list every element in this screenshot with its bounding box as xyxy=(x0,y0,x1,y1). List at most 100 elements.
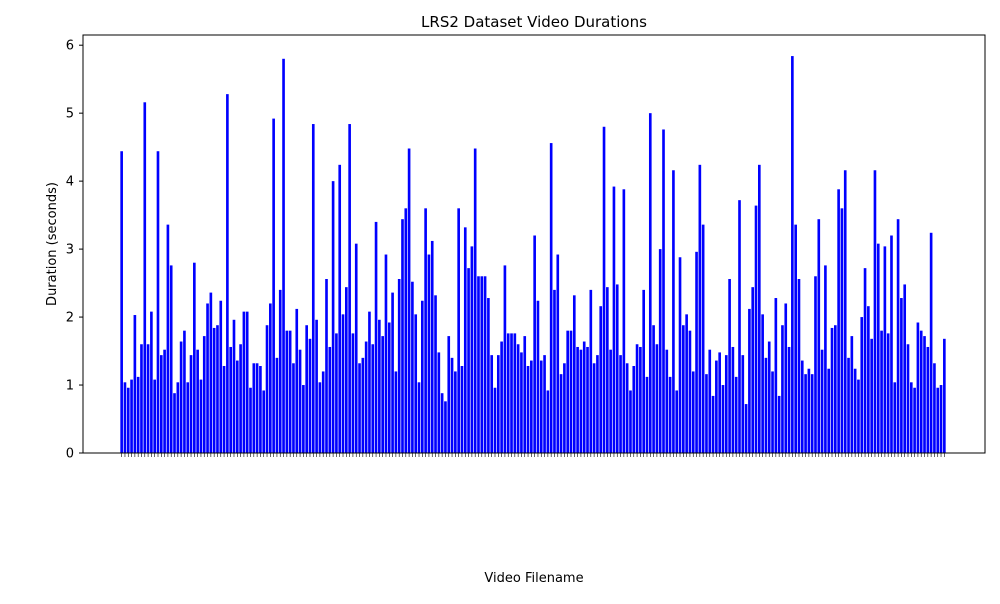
bar xyxy=(249,387,252,453)
bar xyxy=(401,219,404,453)
bar xyxy=(153,379,157,453)
bar xyxy=(639,346,642,453)
bar xyxy=(189,355,193,453)
bar xyxy=(708,349,712,453)
bar xyxy=(665,349,669,453)
bar xyxy=(622,189,626,454)
bar xyxy=(771,371,774,453)
bar xyxy=(764,357,768,453)
bar xyxy=(308,338,312,453)
bar xyxy=(738,200,741,453)
bar xyxy=(751,287,755,453)
bar xyxy=(896,219,900,453)
bar xyxy=(166,224,170,453)
bar xyxy=(493,387,497,453)
bar xyxy=(711,395,715,453)
bar xyxy=(252,363,256,453)
bar xyxy=(361,357,365,453)
bar xyxy=(582,341,586,453)
bar xyxy=(285,330,289,453)
bar xyxy=(632,366,636,453)
bar xyxy=(559,374,563,453)
bar-group xyxy=(120,56,946,454)
bar xyxy=(179,341,183,453)
bar xyxy=(411,281,414,453)
bar xyxy=(939,385,943,453)
bar xyxy=(348,124,351,453)
bar xyxy=(368,311,371,453)
bar xyxy=(758,164,761,453)
bar xyxy=(226,94,229,453)
bar xyxy=(688,330,692,453)
bar xyxy=(434,295,437,453)
bar xyxy=(318,382,322,453)
bar xyxy=(791,56,794,453)
bar xyxy=(444,401,447,453)
bar xyxy=(440,393,444,453)
bar xyxy=(652,325,655,453)
bar xyxy=(691,371,695,453)
bar xyxy=(833,325,837,453)
bar xyxy=(890,235,893,453)
bar xyxy=(496,355,500,453)
bar xyxy=(731,346,735,453)
y-tick-label: 5 xyxy=(66,107,74,122)
bar xyxy=(229,346,232,453)
bar xyxy=(629,390,632,453)
bar xyxy=(216,325,219,453)
bar xyxy=(506,333,510,453)
bar xyxy=(837,189,840,454)
bar xyxy=(546,390,550,453)
bar xyxy=(510,333,513,453)
bar xyxy=(718,352,721,453)
bar xyxy=(576,346,579,453)
bar xyxy=(136,376,140,453)
bar xyxy=(126,387,130,453)
bar xyxy=(457,208,460,453)
bar xyxy=(219,300,223,453)
bar xyxy=(463,227,467,453)
bar xyxy=(239,344,242,453)
y-axis: 0 1 2 3 4 5 6 xyxy=(66,39,83,462)
bar xyxy=(328,346,332,453)
bar xyxy=(705,374,708,453)
bar xyxy=(404,208,408,453)
bar xyxy=(645,376,649,453)
bar xyxy=(245,311,249,453)
bar xyxy=(873,170,877,453)
bar xyxy=(430,240,434,453)
bar xyxy=(202,336,206,453)
bar xyxy=(797,279,801,453)
bar xyxy=(781,325,784,453)
bar xyxy=(625,363,629,453)
bar xyxy=(345,287,348,453)
bar xyxy=(173,393,176,453)
bar xyxy=(325,279,328,453)
bar xyxy=(500,341,503,453)
y-axis-label: Duration (seconds) xyxy=(45,182,60,306)
bar xyxy=(886,333,890,453)
bar xyxy=(278,289,282,453)
bar xyxy=(569,330,573,453)
bar xyxy=(378,319,381,453)
bar xyxy=(120,151,123,453)
bar xyxy=(523,336,527,453)
bar xyxy=(655,344,659,453)
bar xyxy=(863,268,867,453)
bar xyxy=(288,330,292,453)
bar xyxy=(721,385,725,453)
bar xyxy=(516,344,520,453)
bar xyxy=(774,298,778,453)
bar xyxy=(473,148,477,453)
bar xyxy=(196,349,199,453)
bar xyxy=(824,265,827,453)
bar xyxy=(675,390,679,453)
x-axis-label: Video Filename xyxy=(484,571,583,586)
bar xyxy=(222,366,226,453)
bar xyxy=(784,303,788,453)
bar xyxy=(298,349,302,453)
bar xyxy=(933,363,936,453)
